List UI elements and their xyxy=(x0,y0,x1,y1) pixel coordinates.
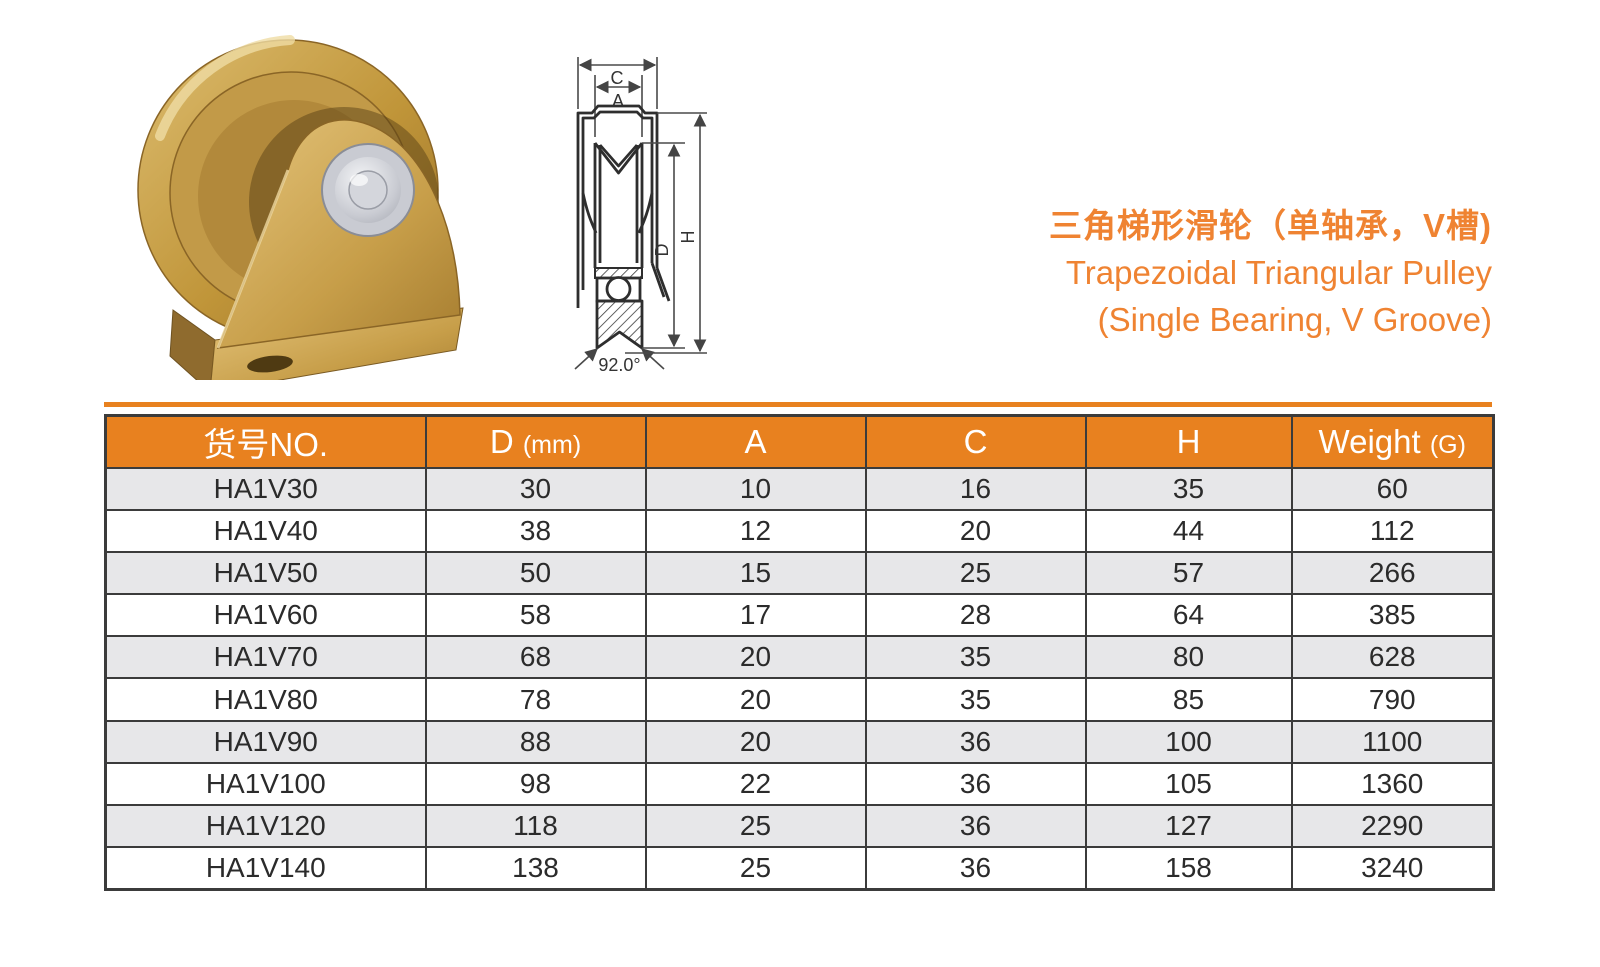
cell-model: HA1V60 xyxy=(104,593,427,638)
angle-label: 92.0° xyxy=(598,355,640,375)
col-header-d: D (mm) xyxy=(424,414,647,469)
orange-divider-rule xyxy=(104,402,1492,407)
bearing-section xyxy=(594,267,643,303)
product-title-english: Trapezoidal Triangular Pulley xyxy=(1065,254,1492,291)
cell-model: HA1V50 xyxy=(104,550,427,596)
table-row: HA1V40 38 12 20 44 112 xyxy=(104,508,1495,553)
cell-model: HA1V30 xyxy=(104,466,427,511)
col-header-a: A xyxy=(644,414,867,469)
cell-model: HA1V100 xyxy=(104,761,427,807)
cell-a: 20 xyxy=(644,677,867,722)
cell-h: 64 xyxy=(1084,593,1293,638)
dimension-d: D xyxy=(642,142,685,349)
cell-d: 38 xyxy=(424,508,647,553)
shell-outline xyxy=(576,104,671,308)
cell-model: HA1V90 xyxy=(104,719,427,764)
cell-c: 20 xyxy=(864,508,1087,553)
cell-weight: 60 xyxy=(1290,466,1495,511)
table-header-row: 货号NO. D (mm) A C H Weight (G) xyxy=(104,414,1495,469)
table-row: HA1V30 30 10 16 35 60 xyxy=(104,466,1495,511)
cell-a: 10 xyxy=(644,466,867,511)
dim-label-a: A xyxy=(612,91,624,111)
cell-c: 36 xyxy=(864,719,1087,764)
cell-weight: 266 xyxy=(1290,550,1495,596)
cell-c: 35 xyxy=(864,677,1087,722)
col-header-h: H xyxy=(1084,414,1293,469)
cell-d: 30 xyxy=(424,466,647,511)
cell-c: 25 xyxy=(864,550,1087,596)
cell-d: 88 xyxy=(424,719,647,764)
product-title-block: 三角梯形滑轮（单轴承，V槽) Trapezoidal Triangular Pu… xyxy=(1049,202,1492,343)
cell-c: 36 xyxy=(864,846,1087,891)
cell-weight: 1100 xyxy=(1290,719,1495,764)
cell-c: 28 xyxy=(864,593,1087,638)
cell-d: 50 xyxy=(424,550,647,596)
cell-c: 36 xyxy=(864,803,1087,849)
cell-d: 118 xyxy=(424,803,647,849)
dim-label-h: H xyxy=(678,231,698,244)
cell-weight: 3240 xyxy=(1290,846,1495,891)
cell-a: 22 xyxy=(644,761,867,807)
cell-a: 15 xyxy=(644,550,867,596)
cell-c: 35 xyxy=(864,635,1087,680)
cell-a: 20 xyxy=(644,719,867,764)
table-row: HA1V120 118 25 36 127 2290 xyxy=(104,803,1495,849)
cell-h: 100 xyxy=(1084,719,1293,764)
cell-h: 80 xyxy=(1084,635,1293,680)
cell-h: 85 xyxy=(1084,677,1293,722)
technical-diagram: C A xyxy=(574,57,707,375)
cell-h: 158 xyxy=(1084,846,1293,891)
cell-h: 57 xyxy=(1084,550,1293,596)
cell-model: HA1V80 xyxy=(104,677,427,722)
product-photo xyxy=(137,35,464,380)
cell-c: 16 xyxy=(864,466,1087,511)
cell-d: 58 xyxy=(424,593,647,638)
col-header-model: 货号NO. xyxy=(104,414,427,469)
cell-d: 138 xyxy=(424,846,647,891)
hub-block xyxy=(595,299,644,350)
cell-h: 35 xyxy=(1084,466,1293,511)
table-row: HA1V80 78 20 35 85 790 xyxy=(104,677,1495,722)
cell-a: 25 xyxy=(644,803,867,849)
spec-table-container: 货号NO. D (mm) A C H Weight (G) HA1V30 30 … xyxy=(104,414,1495,891)
table-row: HA1V90 88 20 36 100 1100 xyxy=(104,719,1495,764)
cell-model: HA1V70 xyxy=(104,635,427,680)
spec-table: 货号NO. D (mm) A C H Weight (G) HA1V30 30 … xyxy=(104,414,1495,891)
dim-label-d: D xyxy=(652,244,672,257)
col-header-weight: Weight (G) xyxy=(1290,414,1495,469)
cell-model: HA1V140 xyxy=(104,846,427,891)
cell-d: 78 xyxy=(424,677,647,722)
table-row: HA1V100 98 22 36 105 1360 xyxy=(104,761,1495,807)
table-row: HA1V60 58 17 28 64 385 xyxy=(104,593,1495,638)
cell-c: 36 xyxy=(864,761,1087,807)
cell-h: 44 xyxy=(1084,508,1293,553)
col-header-c: C xyxy=(864,414,1087,469)
cell-model: HA1V40 xyxy=(104,508,427,553)
product-title-chinese: 三角梯形滑轮（单轴承，V槽) xyxy=(1049,207,1492,244)
cell-d: 68 xyxy=(424,635,647,680)
cell-a: 20 xyxy=(644,635,867,680)
cell-d: 98 xyxy=(424,761,647,807)
cell-a: 12 xyxy=(644,508,867,553)
table-row: HA1V70 68 20 35 80 628 xyxy=(104,635,1495,680)
cell-model: HA1V120 xyxy=(104,803,427,849)
cell-weight: 385 xyxy=(1290,593,1495,638)
cell-weight: 790 xyxy=(1290,677,1495,722)
product-subtitle-english: (Single Bearing, V Groove) xyxy=(1097,301,1492,338)
table-row: HA1V140 138 25 36 158 3240 xyxy=(104,846,1495,891)
cell-weight: 112 xyxy=(1290,508,1495,553)
cell-weight: 628 xyxy=(1290,635,1495,680)
table-row: HA1V50 50 15 25 57 266 xyxy=(104,550,1495,596)
cell-a: 17 xyxy=(644,593,867,638)
dimension-h: H xyxy=(625,112,707,354)
cell-a: 25 xyxy=(644,846,867,891)
cell-weight: 2290 xyxy=(1290,803,1495,849)
bearing-hub xyxy=(321,143,415,237)
cell-weight: 1360 xyxy=(1290,761,1495,807)
dim-label-c: C xyxy=(611,68,624,88)
cell-h: 127 xyxy=(1084,803,1293,849)
wheel-section xyxy=(593,142,644,268)
cell-h: 105 xyxy=(1084,761,1293,807)
